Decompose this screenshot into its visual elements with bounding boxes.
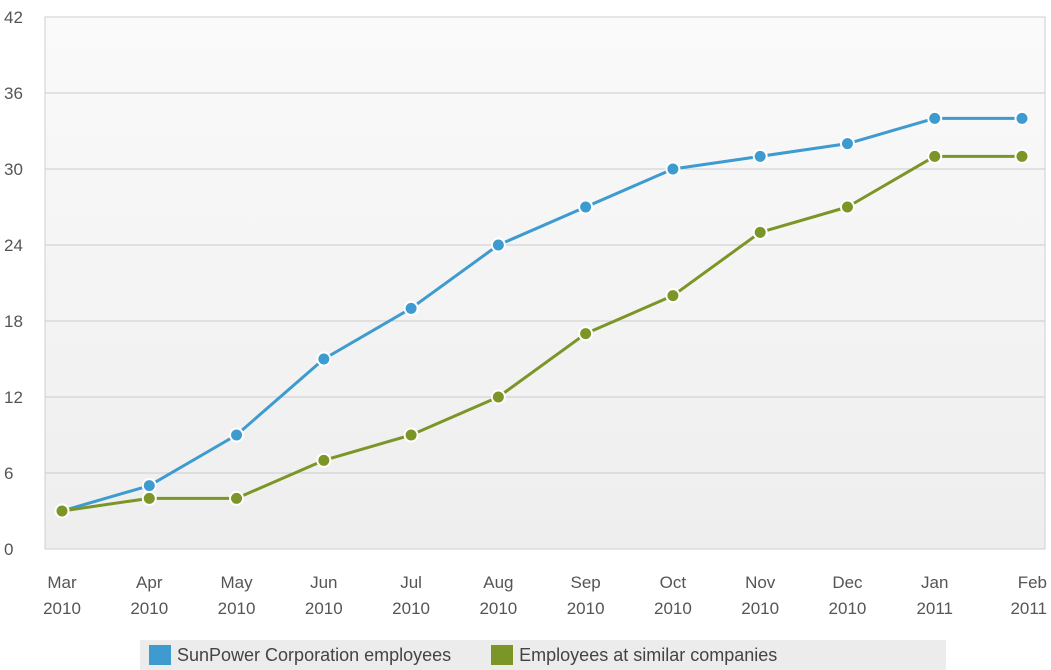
- data-point-series-1[interactable]: [1014, 110, 1030, 126]
- data-point-series-2[interactable]: [927, 148, 943, 164]
- legend-swatch-series-1: [149, 645, 171, 665]
- y-tick-label: 0: [4, 540, 13, 559]
- data-point-series-2[interactable]: [316, 452, 332, 468]
- data-point-series-1[interactable]: [927, 110, 943, 126]
- legend-label-series-1: SunPower Corporation employees: [177, 644, 452, 665]
- data-point-series-2[interactable]: [839, 199, 855, 215]
- legend: SunPower Corporation employees Employees…: [140, 640, 946, 670]
- y-tick-label: 18: [4, 312, 23, 331]
- x-tick-label-month: May: [220, 573, 253, 592]
- data-point-series-1[interactable]: [752, 148, 768, 164]
- line-chart: 0 6 12 18 24 30 36 42 Mar 2010 Apr 2010 May 2010 Jun 2…: [4, 8, 1047, 618]
- legend-item-series-2[interactable]: Employees at similar companies: [491, 645, 777, 666]
- x-tick-label-month: Aug: [483, 573, 513, 592]
- data-point-series-1[interactable]: [141, 478, 157, 494]
- data-point-series-2[interactable]: [141, 490, 157, 506]
- x-tick-label-month: Nov: [745, 573, 776, 592]
- data-point-series-2[interactable]: [490, 389, 506, 405]
- x-tick-label-year: 2010: [567, 599, 605, 618]
- data-point-series-1[interactable]: [403, 300, 419, 316]
- x-tick-label-year: 2010: [392, 599, 430, 618]
- x-tick-label-year: 2011: [916, 599, 953, 618]
- x-tick-label-year: 2011: [1010, 599, 1047, 618]
- x-tick-label-year: 2010: [829, 599, 867, 618]
- plot-area: [44, 16, 1046, 550]
- data-point-series-2[interactable]: [1014, 148, 1030, 164]
- y-tick-label: 12: [4, 388, 23, 407]
- x-tick-label-month: Apr: [136, 573, 163, 592]
- data-point-series-2[interactable]: [229, 490, 245, 506]
- x-tick-label-year: 2010: [43, 599, 81, 618]
- x-tick-label-month: Feb: [1018, 573, 1047, 592]
- x-tick-label-month: Oct: [660, 573, 687, 592]
- data-point-series-2[interactable]: [54, 503, 70, 519]
- x-tick-label-month: Dec: [832, 573, 863, 592]
- data-point-series-1[interactable]: [229, 427, 245, 443]
- y-tick-label: 24: [4, 236, 23, 255]
- x-tick-label-year: 2010: [218, 599, 256, 618]
- x-tick-label-month: Jul: [400, 573, 422, 592]
- x-tick-label-month: Jun: [310, 573, 337, 592]
- x-tick-label-month: Sep: [571, 573, 601, 592]
- y-tick-label: 42: [4, 8, 23, 27]
- series-line-2: [61, 154, 1022, 513]
- x-tick-label-year: 2010: [479, 599, 517, 618]
- data-point-series-2[interactable]: [578, 326, 594, 342]
- legend-label-series-2: Employees at similar companies: [519, 644, 778, 665]
- x-tick-label-month: Mar: [47, 573, 77, 592]
- x-tick-label-month: Jan: [921, 573, 948, 592]
- x-tick-label-year: 2010: [741, 599, 779, 618]
- x-tick-label-year: 2010: [130, 599, 168, 618]
- data-point-series-1[interactable]: [839, 136, 855, 152]
- data-point-series-2[interactable]: [403, 427, 419, 443]
- legend-item-series-1[interactable]: SunPower Corporation employees: [149, 645, 451, 666]
- x-tick-label-year: 2010: [305, 599, 343, 618]
- y-tick-label: 36: [4, 84, 23, 103]
- y-tick-label: 30: [4, 160, 23, 179]
- data-point-series-1[interactable]: [578, 199, 594, 215]
- data-point-series-2[interactable]: [665, 288, 681, 304]
- data-point-series-1[interactable]: [316, 351, 332, 367]
- series-line-1: [61, 116, 1022, 513]
- data-point-series-2[interactable]: [752, 224, 768, 240]
- x-tick-label-year: 2010: [654, 599, 692, 618]
- y-tick-label: 6: [4, 464, 13, 483]
- data-point-series-1[interactable]: [490, 237, 506, 253]
- data-point-series-1[interactable]: [665, 161, 681, 177]
- legend-swatch-series-2: [491, 645, 514, 665]
